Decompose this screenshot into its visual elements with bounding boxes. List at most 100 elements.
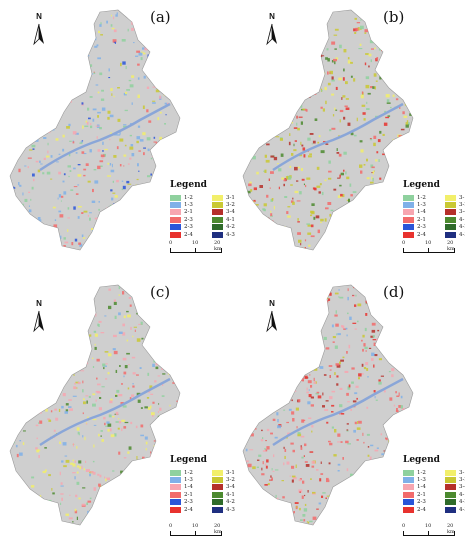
legend-swatch [170, 484, 181, 491]
legend-swatch [403, 231, 414, 238]
north-arrow-icon: N [265, 12, 279, 48]
legend-b: Legend 1-2 1-3 1-4 2-1 2-3 2-4 3-1 3-2 3… [403, 180, 465, 260]
scale-tick-10: 10 [425, 523, 432, 529]
legend-swatch [403, 209, 414, 216]
scale-tick-20: 20 km [214, 523, 222, 535]
legend-item: 3-4 [445, 209, 465, 216]
legend-column-left: 1-2 1-3 1-4 2-1 2-3 2-4 [403, 469, 441, 513]
legend-swatch [403, 202, 414, 209]
scale-tick-20: 20 km [447, 523, 455, 535]
legend-item: 4-3 [445, 506, 465, 513]
panel-label-c: (c) [150, 283, 171, 301]
legend-swatch [403, 484, 414, 491]
district-boundary [242, 284, 414, 526]
river [272, 102, 404, 172]
legend-swatch [170, 224, 181, 231]
legend-item: 3-1 [445, 469, 465, 476]
legend-item: 4-2 [212, 499, 250, 506]
legend-swatch [170, 491, 181, 498]
legend-swatch [170, 506, 181, 513]
legend-swatch [212, 477, 223, 484]
legend-item: 2-4 [170, 231, 208, 238]
legend-item: 3-2 [212, 201, 250, 209]
legend-column-left: 1-2 1-3 2-1 2-3 2-3 2-4 [170, 194, 208, 238]
legend-item: 1-3 [403, 201, 441, 209]
legend-item: 3-4 [212, 484, 250, 491]
legend-item: 3-2 [445, 201, 465, 209]
legend-item: 3-2 [445, 476, 465, 484]
legend-title: Legend [170, 180, 207, 190]
legend-item: 3-2 [212, 476, 250, 484]
district-map-c [9, 284, 181, 526]
legend-item: 2-1 [170, 491, 208, 498]
legend-swatch [170, 216, 181, 223]
legend-item: 2-4 [170, 506, 208, 513]
legend-item: 1-4 [170, 484, 208, 491]
legend-title: Legend [170, 455, 207, 465]
legend-item: 1-3 [170, 476, 208, 484]
panel-label-d: (d) [383, 283, 405, 301]
legend-swatch [403, 224, 414, 231]
legend-swatch [170, 499, 181, 506]
legend-swatch [403, 499, 414, 506]
north-label: N [269, 12, 275, 21]
district-boundary [242, 9, 414, 251]
legend-item: 4-2 [445, 224, 465, 231]
legend-item: 3-1 [212, 469, 250, 476]
legend-swatch [445, 506, 456, 513]
district-boundary [9, 9, 181, 251]
scale-tick-0: 0 [402, 523, 406, 529]
scale-tick-0: 0 [402, 240, 406, 246]
legend-item: 1-4 [403, 484, 441, 491]
river [39, 377, 171, 447]
legend-item: 2-1 [403, 216, 441, 223]
legend-swatch [445, 216, 456, 223]
north-arrow-icon: N [32, 12, 46, 48]
legend-item: 1-2 [170, 469, 208, 476]
legend-item: 1-3 [403, 476, 441, 484]
legend-swatch [170, 469, 181, 476]
north-label: N [36, 299, 42, 308]
legend-swatch [403, 506, 414, 513]
legend-swatch [170, 477, 181, 484]
legend-swatch [445, 224, 456, 231]
legend-item: 3-4 [212, 209, 250, 216]
district-map-d [242, 284, 414, 526]
legend-column-right: 3-1 3-2 3-4 4-1 4-2 4-3 [445, 469, 465, 513]
legend-swatch [212, 224, 223, 231]
scale-bar: 0 10 20 km [169, 240, 222, 256]
legend-swatch [170, 209, 181, 216]
panel-label-a: (a) [150, 8, 171, 26]
legend-item: 2-3 [170, 224, 208, 231]
map-panel-a: (a) N Legend 1-2 1-3 2-1 2-3 2-3 2-4 3-1… [0, 0, 235, 275]
legend-swatch [212, 484, 223, 491]
legend-swatch [403, 194, 414, 201]
legend-item: 1-4 [403, 209, 441, 216]
legend-swatch [212, 491, 223, 498]
district-map-a [9, 9, 181, 251]
legend-item: 2-1 [170, 209, 208, 216]
scale-tick-10: 10 [192, 240, 199, 246]
legend-column-right: 3-1 3-2 3-4 4-1 4-2 4-3 [212, 194, 250, 238]
legend-swatch [212, 216, 223, 223]
north-arrow-icon: N [265, 299, 279, 335]
legend-swatch [212, 469, 223, 476]
legend-item: 4-1 [212, 491, 250, 498]
legend-item: 4-2 [212, 224, 250, 231]
scale-tick-0: 0 [169, 523, 173, 529]
legend-item: 4-3 [212, 506, 250, 513]
legend-d: Legend 1-2 1-3 1-4 2-1 2-3 2-4 3-1 3-2 3… [403, 455, 465, 535]
legend-column-right: 3-1 3-2 3-4 4-1 4-2 4-3 [445, 194, 465, 238]
scale-tick-10: 10 [192, 523, 199, 529]
legend-swatch [170, 231, 181, 238]
legend-swatch [445, 202, 456, 209]
legend-swatch [403, 477, 414, 484]
legend-item: 2-3 [403, 224, 441, 231]
legend-item: 4-1 [445, 216, 465, 223]
legend-item: 2-3 [170, 499, 208, 506]
legend-swatch [445, 209, 456, 216]
legend-item: 1-2 [403, 194, 441, 201]
legend-a: Legend 1-2 1-3 2-1 2-3 2-3 2-4 3-1 3-2 3… [170, 180, 252, 260]
north-label: N [269, 299, 275, 308]
legend-column-left: 1-2 1-3 1-4 2-1 2-3 2-4 [170, 469, 208, 513]
